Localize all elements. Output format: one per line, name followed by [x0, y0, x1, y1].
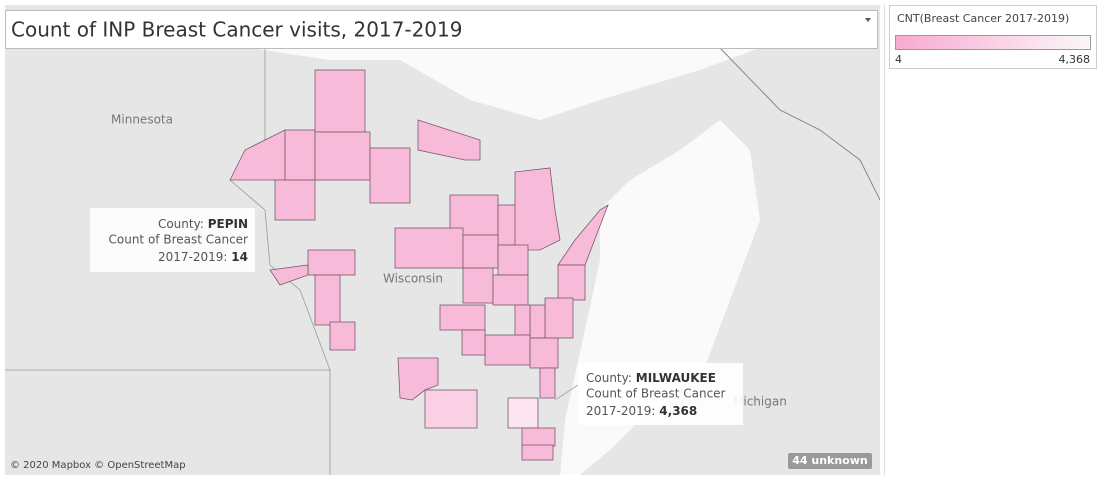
county: [439, 304, 486, 331]
county: [329, 321, 356, 351]
county: [307, 249, 356, 276]
region-label: Michigan: [733, 395, 787, 409]
county: [274, 179, 316, 221]
counties: [229, 69, 609, 461]
county: [484, 334, 531, 366]
county: [521, 444, 554, 461]
tooltip: [90, 208, 255, 272]
tooltip-line: 2017-2019: 14: [158, 250, 248, 264]
region-label: Minnesota: [111, 113, 173, 127]
tooltip-line: County: MILWAUKEE: [586, 371, 716, 385]
tooltip-key: 2017-2019:: [586, 404, 655, 418]
side-panel: [880, 0, 1100, 479]
county: [369, 147, 411, 204]
county: [314, 131, 371, 181]
unknown-badge[interactable]: [788, 453, 872, 469]
unknown-count[interactable]: 44 unknown: [792, 454, 868, 467]
county: [314, 274, 341, 326]
county: [462, 234, 499, 269]
tooltip-key: County:: [158, 217, 204, 231]
county: [544, 297, 574, 339]
tooltip-key: Count of Breast Cancer: [586, 387, 726, 401]
tooltip-key: 2017-2019:: [158, 250, 227, 264]
border: [719, 47, 881, 201]
legend-title: CNT(Breast Cancer 2017-2019): [897, 12, 1069, 25]
attribution: © 2020 Mapbox © OpenStreetMap: [10, 460, 186, 471]
county: [539, 367, 556, 399]
lake-superior: [250, 48, 760, 120]
county: [492, 274, 529, 306]
region-label: Wisconsin: [383, 272, 443, 286]
tooltip-line: County: PEPIN: [158, 217, 248, 231]
tooltip-line: 2017-2019: 4,368: [586, 404, 697, 418]
county: [514, 304, 531, 336]
tooltip-key: County:: [586, 371, 632, 385]
tooltip-value: PEPIN: [208, 217, 248, 231]
county: [462, 267, 494, 304]
tooltip-value: 14: [231, 250, 248, 264]
dropdown-arrow[interactable]: [865, 18, 871, 22]
tooltip-value: MILWAUKEE: [636, 371, 716, 385]
county: [424, 389, 478, 429]
legend-min: 4: [895, 53, 902, 66]
tooltip-pointer: [554, 384, 579, 401]
tooltip: [578, 363, 743, 425]
county: [269, 264, 309, 286]
county: [529, 304, 546, 339]
county: [394, 227, 464, 269]
county: [529, 337, 559, 369]
tooltip-value: 4,368: [659, 404, 697, 418]
tooltip-key: Count of Breast Cancer: [109, 233, 249, 247]
title-box: [5, 10, 878, 49]
county: [557, 264, 586, 301]
legend-gradient: [895, 35, 1091, 50]
county: [497, 244, 529, 276]
title: Count of INP Breast Cancer visits, 2017-…: [11, 18, 462, 42]
legend-max: 4,368: [1059, 53, 1091, 66]
county: [521, 427, 556, 447]
county: [284, 129, 316, 181]
county: [314, 69, 366, 133]
county: [417, 119, 481, 161]
county: [507, 397, 539, 429]
county: [461, 329, 486, 356]
